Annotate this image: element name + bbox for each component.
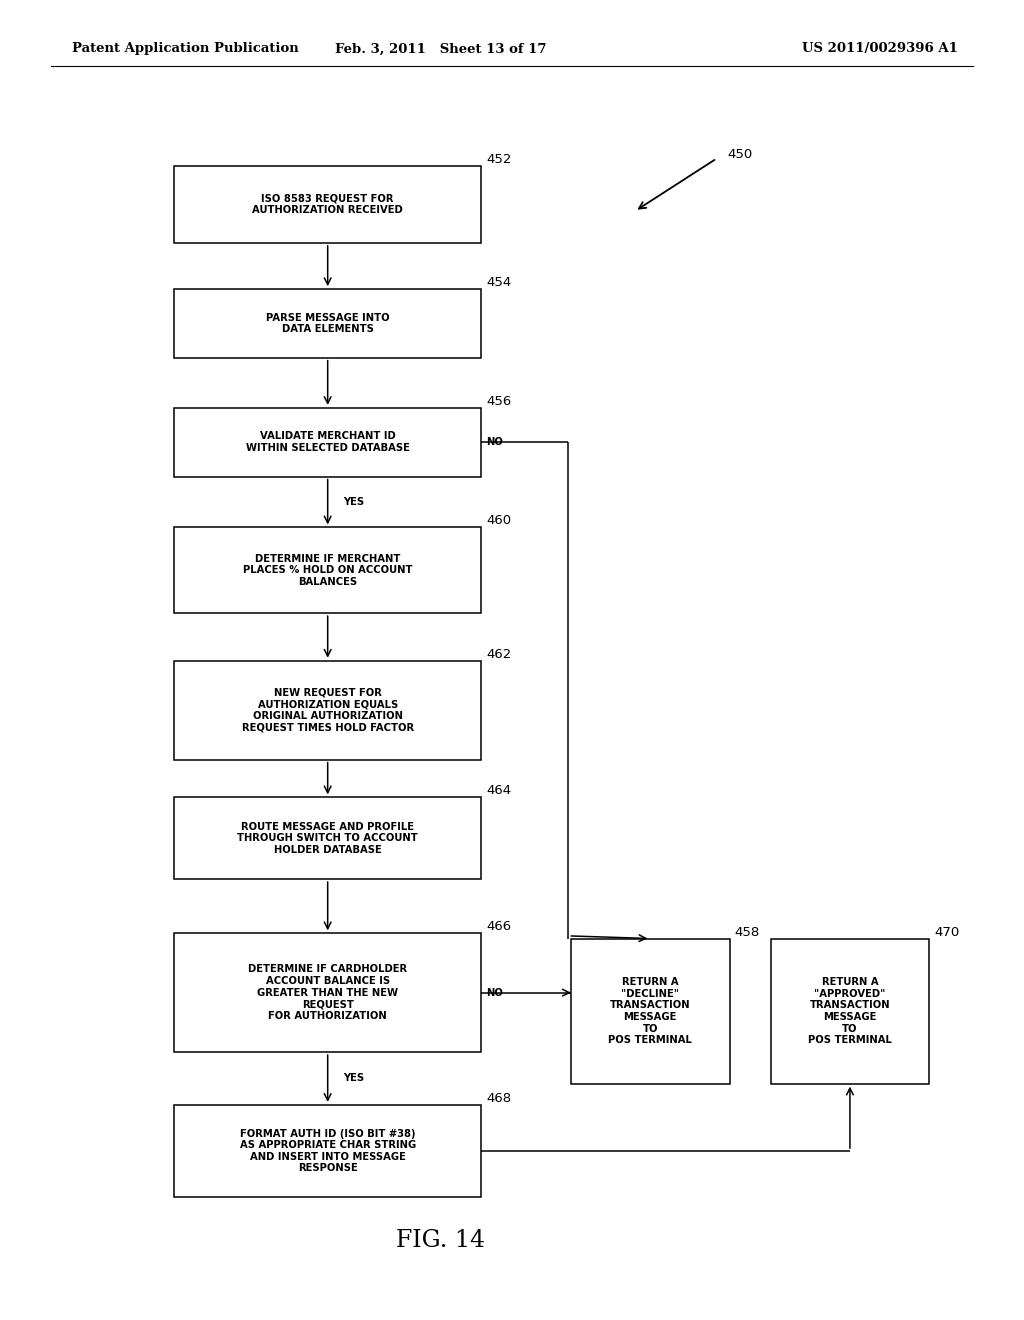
Text: PARSE MESSAGE INTO
DATA ELEMENTS: PARSE MESSAGE INTO DATA ELEMENTS [266, 313, 389, 334]
Text: RETURN A
"DECLINE"
TRANSACTION
MESSAGE
TO
POS TERMINAL: RETURN A "DECLINE" TRANSACTION MESSAGE T… [608, 977, 692, 1045]
Text: 470: 470 [934, 925, 959, 939]
Text: 452: 452 [486, 153, 512, 166]
Text: US 2011/0029396 A1: US 2011/0029396 A1 [802, 42, 957, 55]
FancyBboxPatch shape [571, 939, 729, 1084]
FancyBboxPatch shape [174, 660, 481, 759]
Text: DETERMINE IF CARDHOLDER
ACCOUNT BALANCE IS
GREATER THAN THE NEW
REQUEST
FOR AUTH: DETERMINE IF CARDHOLDER ACCOUNT BALANCE … [248, 965, 408, 1020]
Text: 462: 462 [486, 648, 512, 660]
FancyBboxPatch shape [174, 166, 481, 243]
Text: 450: 450 [727, 148, 753, 161]
Text: 466: 466 [486, 920, 512, 933]
Text: VALIDATE MERCHANT ID
WITHIN SELECTED DATABASE: VALIDATE MERCHANT ID WITHIN SELECTED DAT… [246, 432, 410, 453]
Text: 458: 458 [735, 925, 760, 939]
Text: YES: YES [343, 1073, 365, 1084]
Text: YES: YES [343, 496, 365, 507]
Text: FORMAT AUTH ID (ISO BIT #38)
AS APPROPRIATE CHAR STRING
AND INSERT INTO MESSAGE
: FORMAT AUTH ID (ISO BIT #38) AS APPROPRI… [240, 1129, 416, 1173]
Text: RETURN A
"APPROVED"
TRANSACTION
MESSAGE
TO
POS TERMINAL: RETURN A "APPROVED" TRANSACTION MESSAGE … [808, 977, 892, 1045]
Text: DETERMINE IF MERCHANT
PLACES % HOLD ON ACCOUNT
BALANCES: DETERMINE IF MERCHANT PLACES % HOLD ON A… [243, 553, 413, 587]
Text: 456: 456 [486, 395, 512, 408]
Text: NEW REQUEST FOR
AUTHORIZATION EQUALS
ORIGINAL AUTHORIZATION
REQUEST TIMES HOLD F: NEW REQUEST FOR AUTHORIZATION EQUALS ORI… [242, 688, 414, 733]
FancyBboxPatch shape [174, 933, 481, 1052]
Text: ISO 8583 REQUEST FOR
AUTHORIZATION RECEIVED: ISO 8583 REQUEST FOR AUTHORIZATION RECEI… [252, 194, 403, 215]
Text: 460: 460 [486, 515, 512, 528]
Text: Patent Application Publication: Patent Application Publication [72, 42, 298, 55]
FancyBboxPatch shape [174, 797, 481, 879]
Text: Feb. 3, 2011   Sheet 13 of 17: Feb. 3, 2011 Sheet 13 of 17 [335, 42, 546, 55]
Text: NO: NO [486, 987, 503, 998]
Text: FIG. 14: FIG. 14 [395, 1229, 485, 1253]
FancyBboxPatch shape [174, 408, 481, 477]
Text: NO: NO [486, 437, 503, 447]
Text: ROUTE MESSAGE AND PROFILE
THROUGH SWITCH TO ACCOUNT
HOLDER DATABASE: ROUTE MESSAGE AND PROFILE THROUGH SWITCH… [238, 821, 418, 855]
Text: 464: 464 [486, 784, 512, 797]
FancyBboxPatch shape [770, 939, 930, 1084]
FancyBboxPatch shape [174, 1105, 481, 1197]
FancyBboxPatch shape [174, 527, 481, 612]
FancyBboxPatch shape [174, 289, 481, 358]
Text: 454: 454 [486, 276, 512, 289]
Text: 468: 468 [486, 1092, 512, 1105]
